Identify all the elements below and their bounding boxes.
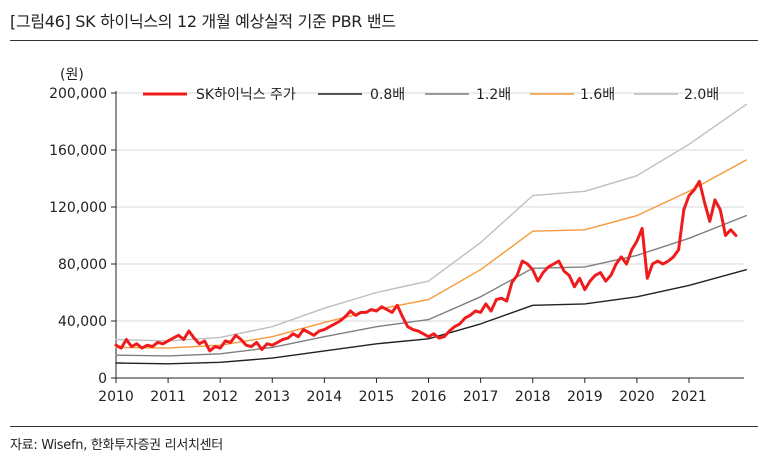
x-tick-label: 2018	[515, 389, 551, 405]
x-tick-label: 2013	[254, 389, 290, 405]
title-divider	[10, 40, 758, 41]
y-tick-label: 0	[98, 371, 107, 387]
series-line-band-4	[115, 103, 747, 342]
x-tick-label: 2012	[202, 389, 238, 405]
x-tick-label: 2010	[98, 389, 134, 405]
grid-lines	[116, 92, 744, 322]
series-line-band-2	[115, 214, 747, 357]
legend: SK하이닉스 주가 0.8배 1.2배 1.6배 2.0배	[143, 87, 719, 103]
x-tick-label: 2011	[150, 389, 186, 405]
x-tick-label: 2014	[307, 389, 343, 405]
y-tick-label: 40,000	[58, 314, 107, 330]
y-tick-label: 160,000	[49, 143, 107, 159]
source-note: 자료: Wisefn, 한화투자증권 리서치센터	[10, 438, 223, 453]
y-tick-label: 120,000	[49, 200, 107, 216]
y-tick-label: 200,000	[49, 86, 107, 102]
chart-title: [그림46] SK 하이닉스의 12 개월 예상실적 기준 PBR 밴드	[10, 12, 396, 31]
y-axis-unit: (원)	[60, 67, 84, 83]
legend-label: 2.0배	[684, 87, 719, 103]
series-line-band-3	[115, 159, 747, 349]
x-axis-ticks: 2010 2011 2012 2013 2014 2015 2016 2017 2018 2019…	[98, 378, 707, 405]
footer-divider	[10, 426, 758, 427]
legend-label: 1.6배	[580, 87, 615, 103]
series-line-price	[114, 179, 738, 353]
series-lines	[114, 103, 747, 365]
y-axis-ticks: 0 40,000 80,000 120,000 160,000 200,000	[49, 86, 116, 387]
legend-label: 0.8배	[370, 87, 405, 103]
x-tick-label: 2021	[671, 389, 707, 405]
x-tick-label: 2020	[619, 389, 655, 405]
series-line-band-1	[115, 269, 747, 365]
y-tick-label: 80,000	[58, 257, 107, 273]
legend-label: SK하이닉스 주가	[196, 87, 296, 103]
x-tick-label: 2017	[463, 389, 499, 405]
x-tick-label: 2016	[411, 389, 447, 405]
x-tick-label: 2019	[567, 389, 603, 405]
x-tick-label: 2015	[359, 389, 395, 405]
legend-label: 1.2배	[476, 87, 511, 103]
